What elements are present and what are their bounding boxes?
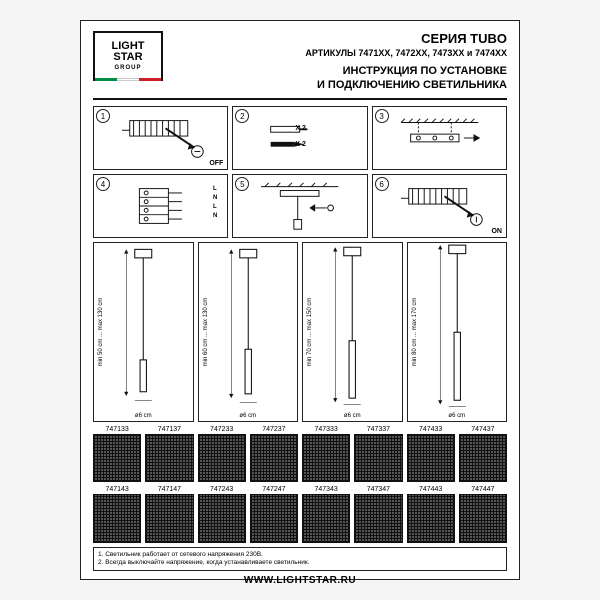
step-3: 3 [372,106,507,170]
qr-code-icon [459,434,507,482]
qr-row-1: 747133 747137 747233 747237 747333 74733… [93,426,507,482]
variants-row: min 50 cm ... max 130 cm ø6 cm min 60 cm… [93,242,507,422]
qr-row-2: 747143 747147 747243 747247 747343 74734… [93,486,507,542]
header: LIGHT STAR GROUP СЕРИЯ TUBO АРТИКУЛЫ 747… [93,31,507,100]
qr-code-icon [145,494,193,542]
qr-cell: 747247 [250,486,298,542]
sku: 747347 [354,486,402,493]
sku: 747333 [302,426,350,433]
sku: 747447 [459,486,507,493]
qr-code-icon [93,494,141,542]
step-5: 5 [232,174,367,238]
diameter: ø6 cm [344,413,361,421]
qr-code-icon [250,434,298,482]
qr-code-icon [407,494,455,542]
height-range: min 60 cm ... max 130 cm [203,298,209,367]
variant-2: min 60 cm ... max 130 cm ø6 cm [198,242,299,422]
manual-title-2: И ПОДКЛЮЧЕНИЮ СВЕТИЛЬНИКА [305,78,507,92]
sku: 747243 [198,486,246,493]
logo-sub: GROUP [114,65,141,71]
brand-logo: LIGHT STAR GROUP [93,31,163,81]
manual-title-1: ИНСТРУКЦИЯ ПО УСТАНОВКЕ [305,64,507,78]
qr-cell: 747333 [302,426,350,482]
qr-cell: 747143 [93,486,141,542]
qr-code-icon [250,494,298,542]
sku: 747147 [145,486,193,493]
step-number: 6 [375,177,389,191]
website-url: WWW.LIGHTSTAR.RU [93,575,507,586]
qr-cell: 747337 [354,426,402,482]
step-4: 4 L N L N [93,174,228,238]
series-title: СЕРИЯ TUBO [305,31,507,48]
off-label: OFF [209,160,223,167]
qr-code-icon [354,434,402,482]
note-1: 1. Светильник работает от сетевого напря… [98,551,502,559]
qty-label: X 2 [295,141,306,148]
step-2: 2 X 2 X 2 [232,106,367,170]
qr-code-icon [407,434,455,482]
qr-cell: 747243 [198,486,246,542]
notes-box: 1. Светильник работает от сетевого напря… [93,547,507,571]
diameter: ø6 cm [239,413,256,421]
sku: 747247 [250,486,298,493]
sku: 747337 [354,426,402,433]
variant-1: min 50 cm ... max 130 cm ø6 cm [93,242,194,422]
qr-cell: 747433 [407,426,455,482]
diameter: ø6 cm [135,413,152,421]
qr-code-icon [198,434,246,482]
sku: 747233 [198,426,246,433]
sku: 747343 [302,486,350,493]
sku: 747437 [459,426,507,433]
qr-code-icon [302,434,350,482]
qr-code-icon [302,494,350,542]
sku: 747143 [93,486,141,493]
sku: 747133 [93,426,141,433]
on-label: ON [491,228,502,235]
qr-section: 747133 747137 747233 747237 747333 74733… [93,426,507,543]
qty-label: X 2 [295,125,306,132]
article-codes: АРТИКУЛЫ 7471XX, 7472XX, 7473XX и 7474XX [305,48,507,60]
logo-line2: STAR [113,52,142,63]
sku: 747443 [407,486,455,493]
diameter: ø6 cm [448,413,465,421]
note-2: 2. Всегда выключайте напряжение, когда у… [98,559,502,567]
height-range: min 70 cm ... max 150 cm [307,298,313,367]
qr-cell: 747437 [459,426,507,482]
qr-code-icon [93,434,141,482]
sku: 747433 [407,426,455,433]
qr-cell: 747133 [93,426,141,482]
sku: 747137 [145,426,193,433]
height-range: min 50 cm ... max 130 cm [98,298,104,367]
qr-cell: 747237 [250,426,298,482]
qr-code-icon [198,494,246,542]
qr-cell: 747443 [407,486,455,542]
qr-code-icon [459,494,507,542]
variant-4: min 80 cm ... max 170 cm ø6 cm [407,242,508,422]
height-range: min 80 cm ... max 170 cm [412,298,418,367]
qr-code-icon [145,434,193,482]
step-6: 6 ON [372,174,507,238]
header-text: СЕРИЯ TUBO АРТИКУЛЫ 7471XX, 7472XX, 7473… [305,31,507,92]
italy-flag-icon [95,78,161,81]
qr-cell: 747343 [302,486,350,542]
ln-labels: L N L N [213,185,217,221]
qr-cell: 747147 [145,486,193,542]
qr-cell: 747233 [198,426,246,482]
steps-grid: 1 OFF 2 [93,106,507,238]
variant-3: min 70 cm ... max 150 cm ø6 cm [302,242,403,422]
instruction-sheet: LIGHT STAR GROUP СЕРИЯ TUBO АРТИКУЛЫ 747… [80,20,520,580]
qr-cell: 747137 [145,426,193,482]
qr-code-icon [354,494,402,542]
step-number: 3 [375,109,389,123]
step-1: 1 OFF [93,106,228,170]
qr-cell: 747347 [354,486,402,542]
sku: 747237 [250,426,298,433]
qr-cell: 747447 [459,486,507,542]
